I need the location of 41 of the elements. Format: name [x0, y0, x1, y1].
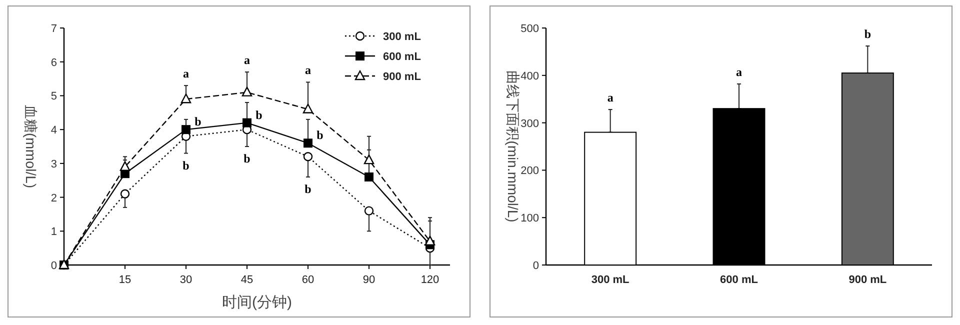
- annotation: b: [256, 108, 263, 122]
- x-tick-label: 60: [302, 274, 314, 286]
- legend-label: 600 mL: [383, 51, 422, 63]
- y-tick-label: 200: [520, 165, 539, 178]
- y-tick-label: 2: [50, 192, 57, 204]
- y-tick-label: 100: [520, 212, 539, 225]
- y-tick-label: 1: [50, 226, 57, 238]
- legend-label: 300 mL: [383, 31, 422, 43]
- legend-label: 900 mL: [383, 71, 422, 83]
- x-axis-title: 时间(分钟): [222, 294, 292, 311]
- y-tick-label: 0: [50, 260, 57, 272]
- annotation: b: [316, 128, 324, 142]
- y-tick-label: 500: [520, 23, 539, 35]
- annotation: b: [304, 182, 312, 196]
- x-tick-label: 900 mL: [848, 274, 887, 286]
- annotation: b: [194, 114, 202, 129]
- y-tick-label: 7: [50, 23, 57, 35]
- x-tick-label: 45: [240, 274, 254, 286]
- y-axis-title: 曲线下面积(min.mmol/L): [505, 70, 521, 222]
- annotation: b: [244, 152, 251, 166]
- annotation: a: [607, 90, 614, 105]
- y-tick-label: 400: [520, 70, 539, 82]
- annotation: b: [864, 27, 872, 42]
- annotation: a: [736, 64, 742, 79]
- x-tick-label: 600 mL: [720, 274, 758, 286]
- y-tick-label: 3: [50, 158, 57, 170]
- y-tick-label: 6: [50, 56, 57, 69]
- x-tick-label: 300 mL: [591, 274, 630, 286]
- annotation: a: [305, 63, 311, 78]
- x-tick-label: 15: [118, 274, 132, 286]
- y-tick-label: 300: [520, 118, 539, 130]
- x-tick-label: 120: [420, 274, 440, 286]
- y-tick-label: 4: [50, 124, 57, 137]
- x-tick-label: 30: [180, 274, 192, 286]
- annotation: b: [182, 158, 190, 172]
- y-axis-title: 血糖(mmol/L): [23, 104, 39, 188]
- annotation: a: [244, 53, 250, 68]
- x-tick-label: 90: [362, 274, 376, 286]
- annotation: a: [183, 66, 189, 81]
- y-tick-label: 5: [50, 90, 57, 103]
- y-tick-label: 0: [532, 260, 539, 272]
